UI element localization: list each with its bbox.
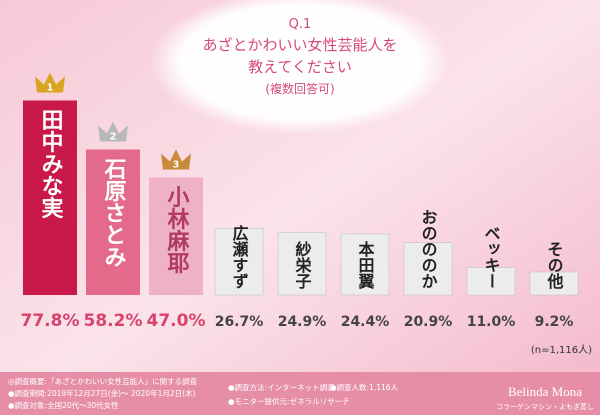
bar [23,100,77,295]
bar-label: その他 [545,241,565,290]
title: あざとかわいい女性芸能人を [202,36,397,54]
question: Q.1 [289,17,312,32]
value-label: 26.7% [215,314,264,330]
value-label: 58.2% [84,311,143,331]
bar [214,228,264,296]
value-label: 24.4% [341,314,390,330]
bar [466,267,516,296]
value-label: 11.0% [467,314,516,330]
footer-text: ●調査対象:全国20代〜30代女性 [8,400,119,410]
title: 教えてください [248,58,352,76]
bar [149,177,203,295]
footer-text: ●調査人数:1,116人 [330,382,399,392]
title-panel [150,0,450,134]
footer-text: ◎調査概要:「あざとかわいい女性芸能人」に関する調査 [8,376,198,386]
bar-label: ベッキー [482,225,501,289]
bar-label: 小林麻耶 [164,186,191,274]
value-label: 77.8% [21,311,80,331]
bar [403,242,453,296]
rank-label: 3 [173,160,180,171]
note: (n=1,116人) [531,344,592,356]
bar [86,149,140,295]
bar [529,271,579,296]
bar-label: 紗栄子 [293,240,313,290]
footer-text: ●モニター提供元:ゼネラルリサーチ [228,396,350,406]
crown [35,72,65,93]
brand: Belinda Mona [508,384,582,399]
bar-label: 本田翼 [356,240,375,290]
crown [161,149,191,170]
rank-label: 1 [47,83,54,94]
value-label: 9.2% [535,314,574,330]
bar-label: 広瀬すず [230,224,249,289]
bar [340,233,390,296]
bar-label: おのののか [419,209,438,289]
footer-text: ●調査方法:インターネット調査 [228,382,335,392]
crown [98,121,128,142]
value-label: 20.9% [404,314,453,330]
rank-label: 2 [110,132,117,143]
bar [277,232,327,296]
bar-label: 田中みな実 [38,109,64,220]
value-label: 47.0% [147,311,206,331]
value-label: 24.9% [278,314,327,330]
subtitle: (複数回答可) [265,81,334,96]
footer-text: ●調査期間:2019年12月27日(金)〜 2020年1月2日(木) [8,388,196,398]
footer-band [0,372,600,415]
brand-sub: コラーゲンマシン・よもぎ蒸し [496,402,594,411]
bar-label: 石原さとみ [101,158,128,268]
